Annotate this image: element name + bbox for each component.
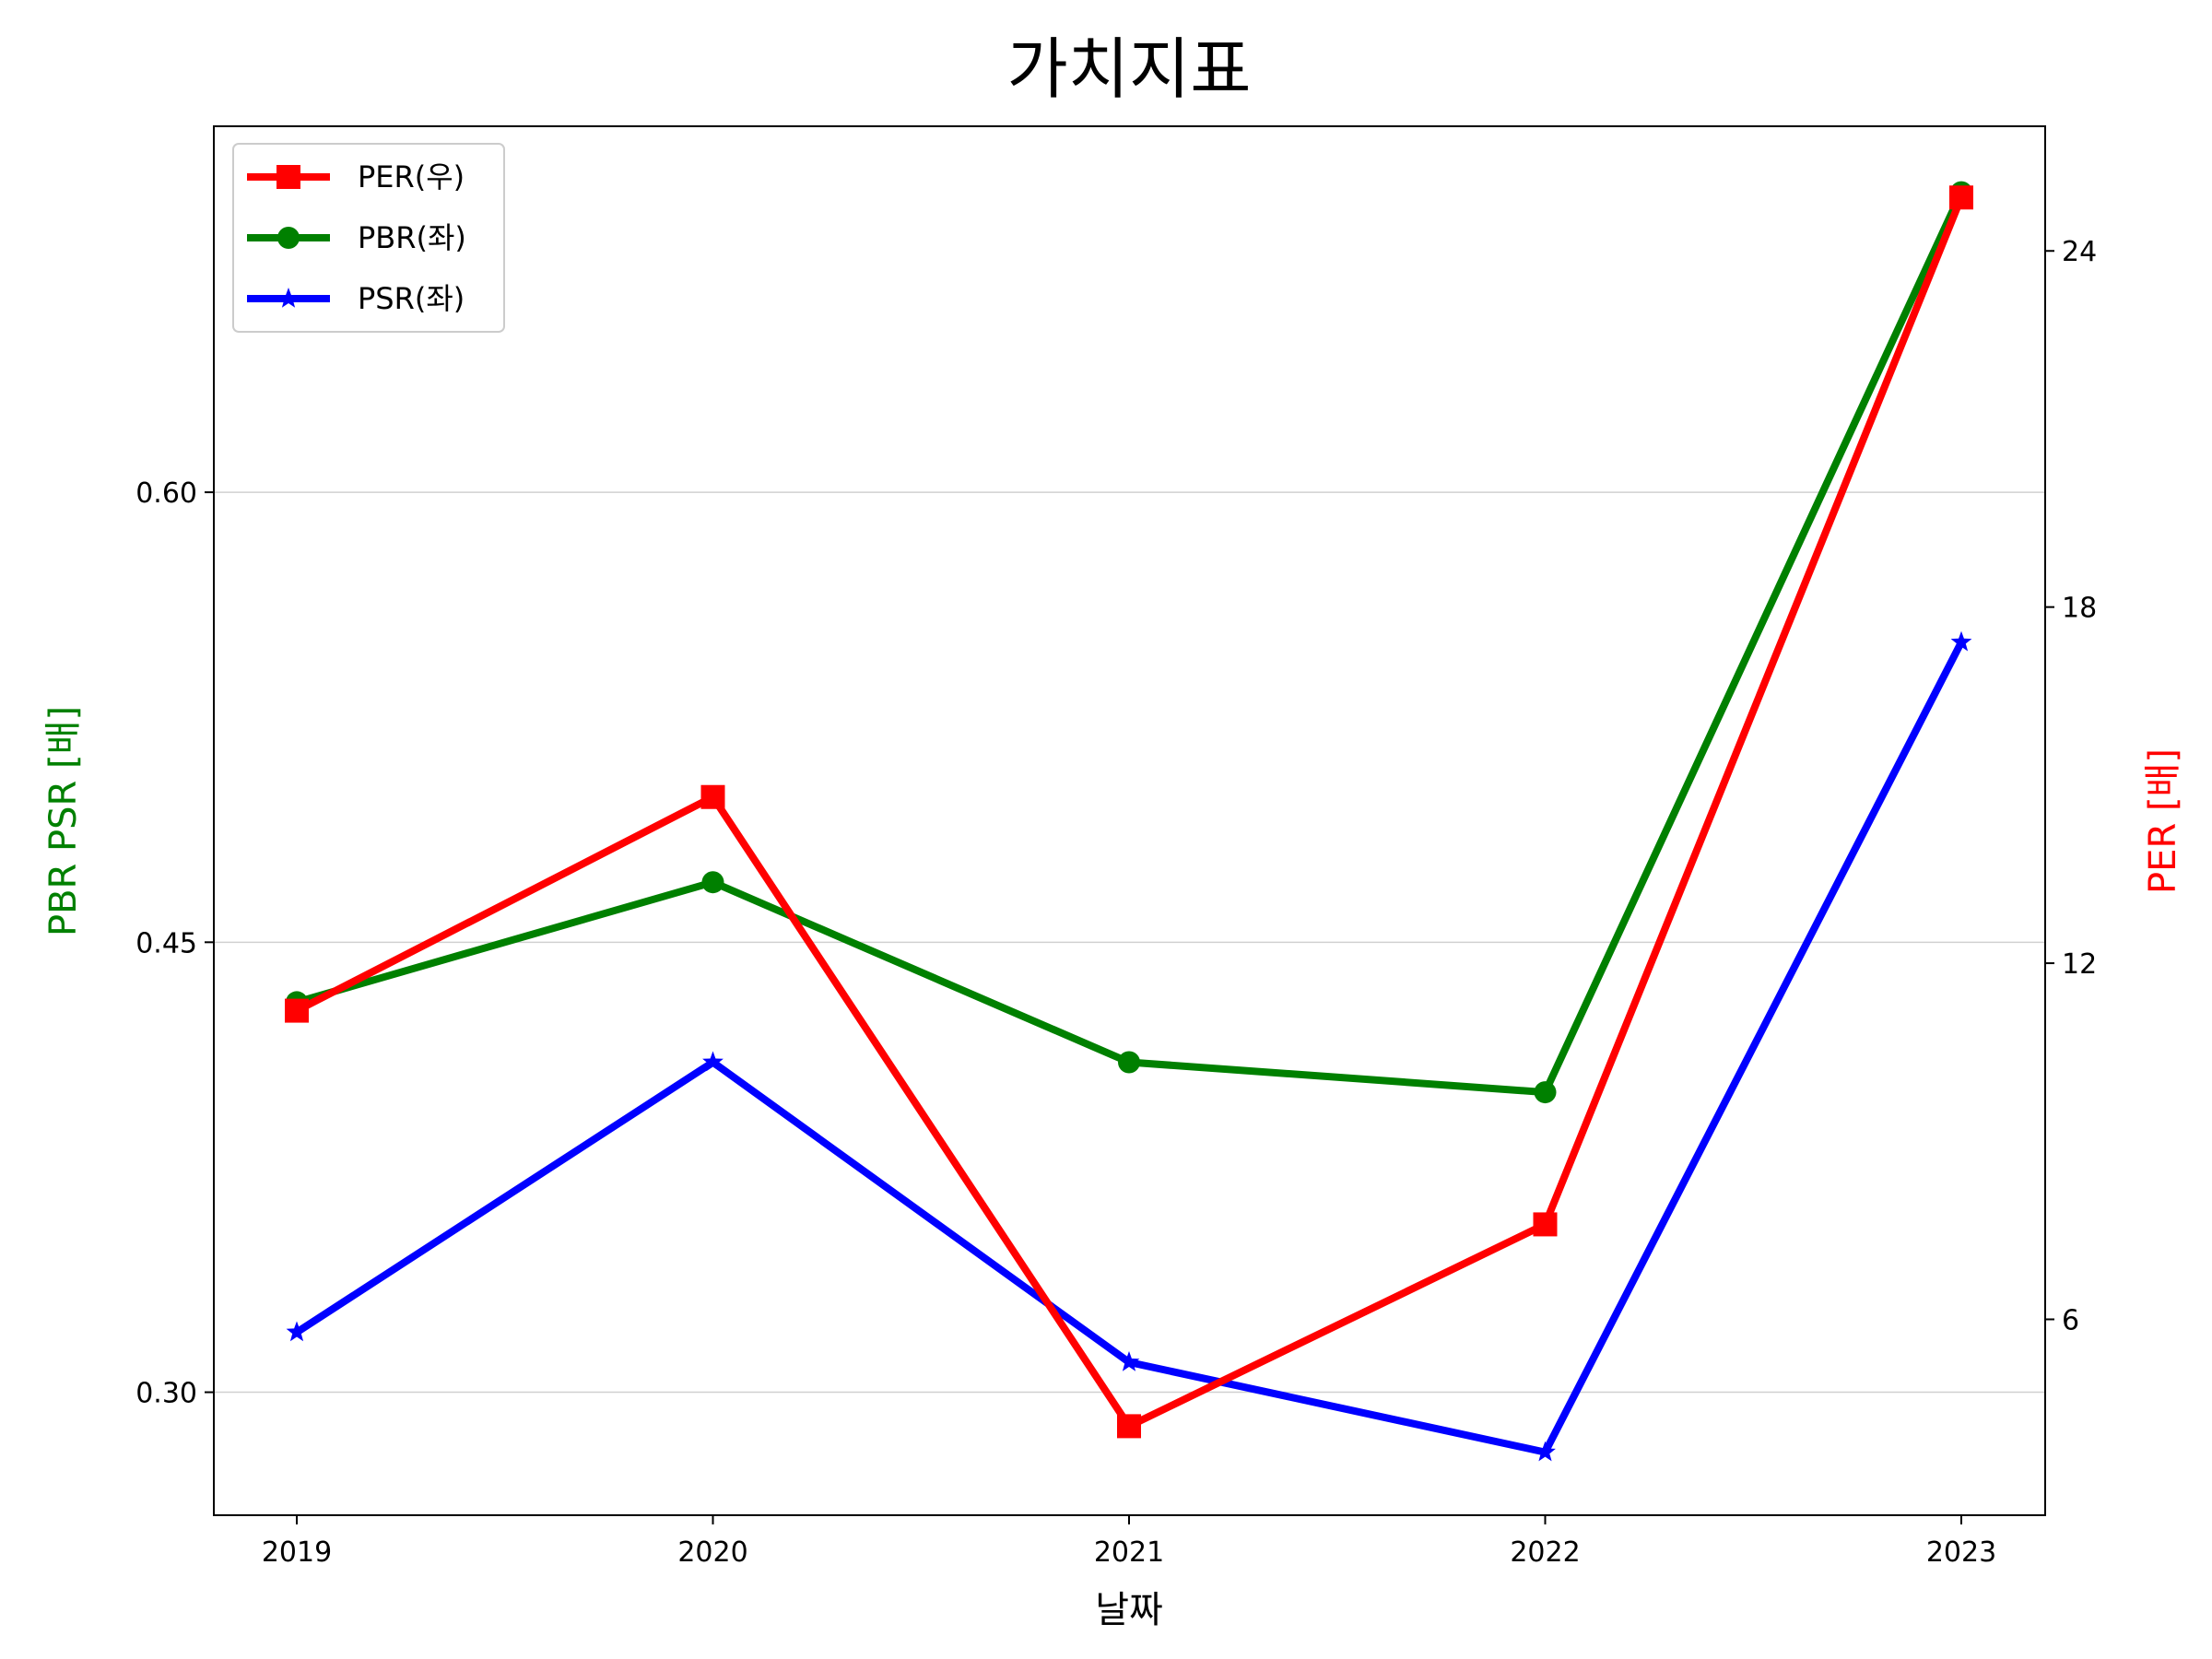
series-per	[285, 185, 1973, 1439]
legend-label: PER(우)	[358, 159, 465, 194]
data-point-psr	[286, 1321, 308, 1342]
legend-box	[232, 143, 505, 333]
chart-title: 가치지표	[1007, 30, 1252, 108]
data-point-per	[285, 998, 309, 1023]
x-tick-label: 2022	[1510, 1536, 1580, 1569]
legend-swatch-marker	[277, 288, 300, 308]
x-tick-label: 2019	[262, 1536, 332, 1569]
legend-label: PSR(좌)	[358, 281, 465, 316]
x-axis-ticks: 2019 2020 2021 2022 2023	[262, 1515, 1996, 1569]
right-axis-ticks: 6 12 18 24	[2045, 236, 2097, 1336]
data-point-psr	[1950, 630, 1972, 652]
legend-item-per: PER(우)	[247, 159, 465, 194]
x-tick-label: 2023	[1926, 1536, 1996, 1569]
data-point-pbr	[1118, 1051, 1140, 1074]
series-lines	[285, 181, 1973, 1462]
right-tick-label: 12	[2062, 948, 2097, 981]
left-axis-ticks: 0.30 0.45 0.60	[135, 477, 214, 1410]
grid-lines	[214, 491, 2045, 1394]
left-tick-label: 0.60	[135, 477, 197, 510]
data-point-per	[1117, 1414, 1141, 1439]
data-point-per	[1949, 185, 1973, 210]
legend-swatch-marker	[277, 227, 300, 249]
x-axis-label: 날짜	[1095, 1589, 1163, 1631]
x-tick-label: 2021	[1094, 1536, 1164, 1569]
data-point-per	[1533, 1212, 1558, 1237]
left-tick-label: 0.45	[135, 927, 197, 959]
legend-item-psr: PSR(좌)	[247, 281, 465, 316]
legend-item-pbr: PBR(좌)	[247, 220, 466, 255]
data-point-per	[700, 784, 725, 809]
right-tick-label: 6	[2062, 1304, 2079, 1336]
data-point-pbr	[701, 871, 724, 894]
left-tick-label: 0.30	[135, 1378, 197, 1410]
right-axis-label: PER [배]	[2142, 748, 2184, 894]
data-point-psr	[1118, 1351, 1140, 1371]
left-axis-label: PBR PSR [배]	[42, 706, 85, 936]
legend-label: PBR(좌)	[358, 220, 466, 255]
data-point-psr	[702, 1051, 724, 1072]
data-point-psr	[1535, 1441, 1556, 1462]
series-psr	[286, 630, 1972, 1462]
right-tick-label: 18	[2062, 593, 2097, 625]
legend-swatch-marker	[276, 165, 300, 189]
x-tick-label: 2020	[677, 1536, 747, 1569]
data-point-pbr	[1534, 1081, 1557, 1104]
right-tick-label: 24	[2062, 236, 2097, 268]
legend: PER(우) PBR(좌) PSR(좌)	[232, 143, 505, 333]
